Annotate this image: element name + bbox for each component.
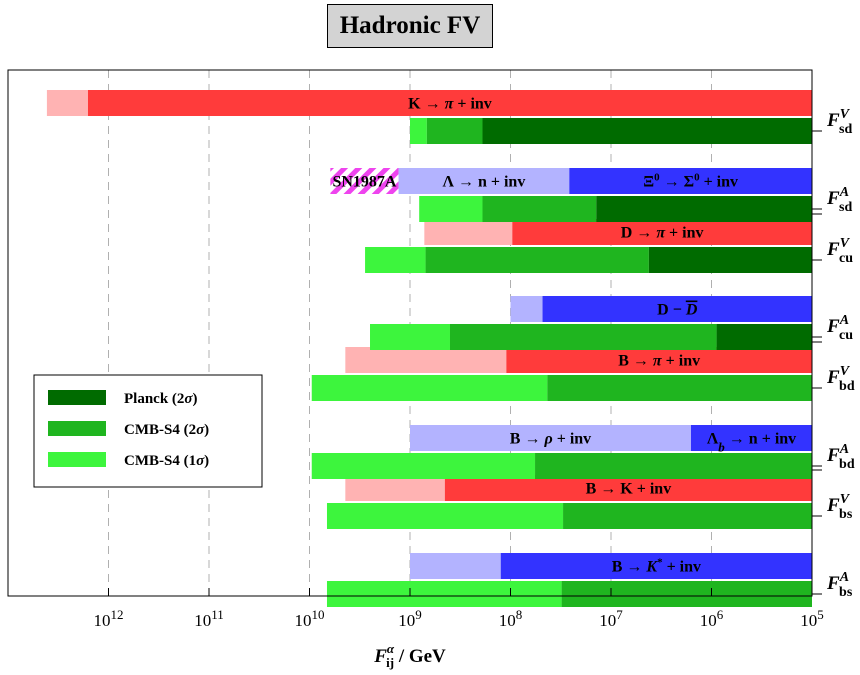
cosmology-segment bbox=[370, 324, 450, 350]
bound-label: D → π + inv bbox=[621, 225, 704, 242]
bound-segment bbox=[569, 168, 812, 194]
x-tick-label: 1012 bbox=[94, 607, 124, 631]
bound-segment bbox=[410, 425, 691, 451]
row-label: FA cu bbox=[826, 313, 853, 343]
bound-label: Λ → n + inv bbox=[443, 174, 526, 191]
x-tick-label: 107 bbox=[599, 607, 623, 631]
bound-label: Ξ0 → Σ0 + inv bbox=[643, 172, 738, 191]
cosmology-segment bbox=[365, 247, 426, 273]
legend-swatch bbox=[48, 452, 106, 467]
bound-label: B → ρ + inv bbox=[510, 431, 591, 448]
row-label: FV cu bbox=[826, 236, 853, 266]
cosmology-segment bbox=[648, 247, 812, 273]
x-tick-label: 109 bbox=[398, 607, 422, 631]
row-group-separators bbox=[812, 130, 822, 595]
bars: K → π + inv SN1987A Λ → n + inv Ξ0 → Σ0 + i… bbox=[46, 90, 812, 607]
bound-segment bbox=[444, 475, 812, 501]
legend-label: CMB-S4 (2σ) bbox=[124, 422, 209, 438]
bound-segment bbox=[398, 168, 570, 194]
bound-segment bbox=[690, 425, 812, 451]
row-label: FA sd bbox=[826, 185, 852, 215]
cosmology-segment bbox=[326, 503, 564, 529]
bound-label: B → π + inv bbox=[618, 353, 700, 370]
legend-label: CMB-S4 (1σ) bbox=[124, 453, 209, 469]
cosmology-segment bbox=[482, 196, 597, 222]
x-axis-ticks: 1012 1011 1010 109 108 107 106 105 bbox=[94, 588, 824, 630]
bound-segment bbox=[424, 219, 513, 245]
legend-label: Planck (2σ) bbox=[124, 391, 198, 407]
bound-segment bbox=[46, 90, 88, 116]
bound-segment bbox=[506, 347, 812, 373]
x-tick-label: 1011 bbox=[194, 607, 224, 631]
x-tick-label: 106 bbox=[700, 607, 724, 631]
row-label: FA bs bbox=[826, 570, 853, 600]
cosmology-segment bbox=[426, 118, 483, 144]
legend: Planck (2σ) CMB-S4 (2σ) CMB-S4 (1σ) bbox=[33, 374, 263, 488]
bound-segment bbox=[87, 90, 812, 116]
row-label: FV bs bbox=[826, 492, 853, 522]
bound-label: K → π + inv bbox=[408, 96, 492, 113]
legend-swatch bbox=[48, 421, 106, 436]
cosmology-segment bbox=[563, 503, 812, 529]
legend-swatch bbox=[48, 390, 106, 405]
cosmology-segment bbox=[482, 118, 812, 144]
bound-label: D − D bbox=[657, 302, 698, 319]
x-axis-label: Fα ij / GeV bbox=[373, 641, 446, 670]
cosmology-segment bbox=[716, 324, 812, 350]
row-label: FV bd bbox=[826, 364, 855, 394]
cosmology-segment bbox=[561, 581, 812, 607]
cosmology-segment bbox=[419, 196, 483, 222]
bound-segment bbox=[510, 296, 543, 322]
bound-label: B → K* + inv bbox=[612, 557, 701, 576]
bound-segment bbox=[330, 168, 399, 194]
cosmology-segment bbox=[547, 375, 812, 401]
bound-segment bbox=[410, 553, 501, 579]
chart-title: Hadronic FV bbox=[327, 4, 493, 48]
bound-label: B → K + inv bbox=[586, 481, 672, 498]
cosmology-segment bbox=[535, 453, 812, 479]
cosmology-segment bbox=[596, 196, 812, 222]
cosmology-segment bbox=[410, 118, 427, 144]
bound-segment bbox=[345, 475, 445, 501]
bound-segment bbox=[345, 347, 507, 373]
cosmology-segment bbox=[311, 375, 548, 401]
bound-segment bbox=[500, 553, 812, 579]
cosmology-segment bbox=[326, 581, 562, 607]
row-labels: FV sd FA sd FV cu FA cu FV bd FA bd FV bs FA bs bbox=[826, 107, 855, 600]
cosmology-segment bbox=[449, 324, 717, 350]
x-tick-label: 108 bbox=[499, 607, 523, 631]
cosmology-segment bbox=[425, 247, 649, 273]
row-label: FV sd bbox=[826, 107, 852, 137]
bound-label: SN1987A bbox=[332, 174, 396, 191]
x-tick-label: 105 bbox=[800, 607, 824, 631]
cosmology-segment bbox=[311, 453, 536, 479]
x-tick-label: 1010 bbox=[295, 607, 325, 631]
row-label: FA bd bbox=[826, 442, 855, 472]
bound-segment bbox=[542, 296, 812, 322]
bound-label: Λb → n + inv bbox=[707, 431, 796, 455]
bound-segment bbox=[512, 219, 812, 245]
